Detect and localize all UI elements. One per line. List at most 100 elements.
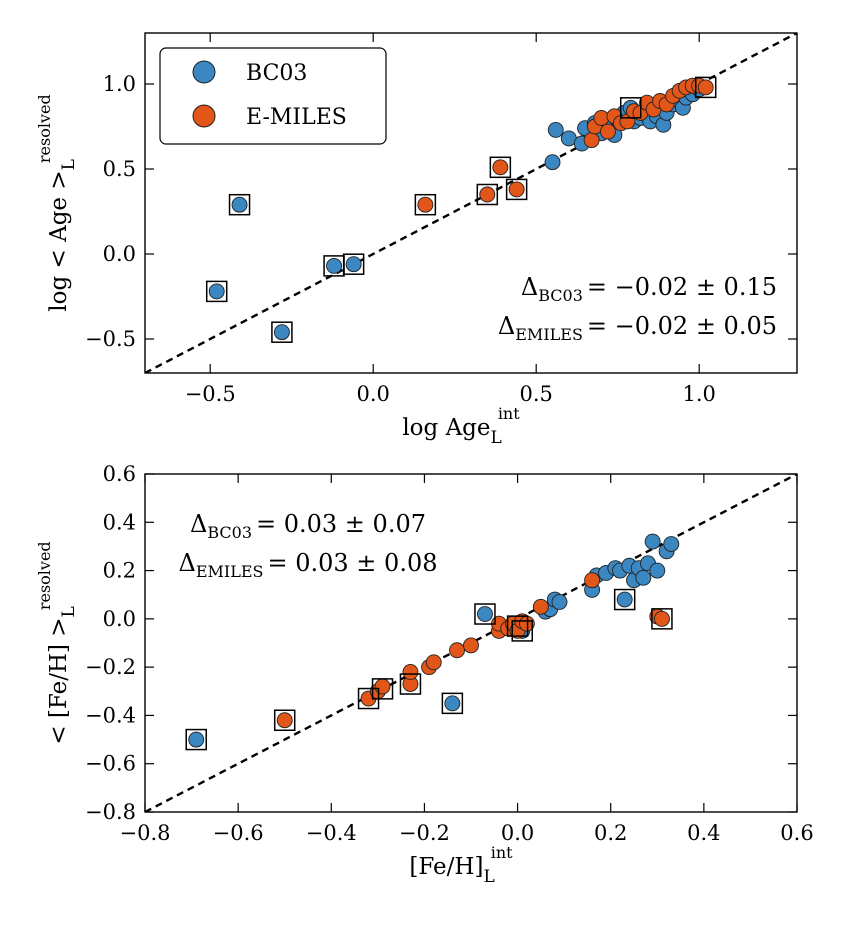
age-bc03-point	[208, 283, 225, 300]
feh-emiles-point	[402, 664, 419, 680]
age-emiles-point	[479, 186, 496, 203]
age-stat-bc03: ΔBC03 = −0.02 ± 0.15	[521, 273, 777, 305]
feh-x-tick-label: 0.2	[594, 821, 627, 845]
age-bc03-point	[326, 257, 343, 274]
feh-emiles-point	[463, 637, 479, 654]
age-x-axis-label-main: log Age	[402, 415, 490, 441]
feh-axes-frame	[144, 473, 798, 813]
feh-stat-value: = 0.03 ± 0.08	[268, 549, 438, 577]
age-bc03-box-marker	[271, 321, 293, 343]
feh-bc03-point	[644, 533, 661, 550]
feh-bc03-point	[649, 562, 666, 579]
age-legend: BC03 E-MILES	[159, 47, 387, 145]
age-y-tick-label: 0.5	[103, 157, 136, 181]
age-bc03-point	[273, 324, 290, 341]
age-emiles-box-marker	[505, 178, 528, 201]
feh-x-tick-label: −0.8	[120, 821, 171, 845]
feh-y-tick-label: −0.2	[85, 655, 136, 679]
feh-y-tick-label: −0.4	[85, 703, 136, 727]
feh-x-tick-label: −0.6	[213, 821, 264, 845]
feh-emiles-point	[532, 598, 549, 615]
feh-bc03-box-marker	[185, 728, 207, 751]
age-x-axis-label-sub: L	[491, 428, 502, 448]
age-x-tick-label: −0.5	[185, 382, 236, 406]
age-stat-value: = −0.02 ± 0.05	[587, 312, 777, 340]
age-x-tick-label: 0.0	[356, 382, 389, 406]
feh-y-tick-label: 0.6	[103, 462, 136, 486]
age-stat-model: EMILES	[515, 325, 583, 344]
feh-x-tick-label: 0.4	[687, 821, 720, 845]
age-bc03-point	[544, 154, 561, 171]
feh-y-tick-label: 0.2	[103, 559, 136, 583]
feh-bc03-box-marker	[474, 603, 496, 625]
feh-y-tick-label: −0.6	[85, 752, 136, 776]
age-emiles-point	[417, 196, 434, 213]
feh-one-to-one-line	[145, 474, 797, 812]
age-emiles-point	[599, 123, 616, 140]
feh-emiles-box-marker	[399, 673, 422, 695]
feh-bc03-point	[444, 695, 461, 712]
age-x-tick-label: 1.0	[682, 382, 715, 406]
feh-y-tick-label: −0.8	[85, 800, 136, 824]
feh-bc03-point	[477, 606, 493, 622]
age-bc03-point	[345, 256, 362, 273]
age-y-axis-label: log < Age >Lresolved	[35, 94, 79, 311]
feh-bc03-box-marker	[506, 615, 529, 637]
feh-emiles-box-marker	[371, 678, 394, 700]
age-axes-frame	[144, 32, 798, 374]
feh-emiles-box-marker	[273, 709, 296, 732]
age-legend-marker-emiles	[192, 104, 216, 128]
feh-stat-emiles: ΔEMILES = 0.03 ± 0.08	[179, 549, 438, 581]
feh-bc03-point	[635, 569, 652, 586]
feh-stat-model: BC03	[207, 523, 252, 542]
feh-stat-value: = 0.03 ± 0.07	[256, 510, 426, 538]
feh-stat-delta: Δ	[190, 510, 207, 538]
age-emiles-point	[508, 181, 525, 198]
age-emiles-box-marker	[489, 156, 512, 179]
age-y-axis-label-main: log < Age >	[46, 170, 72, 311]
age-stat-model: BC03	[538, 286, 583, 305]
feh-y-tick-label: 0.0	[103, 607, 136, 631]
age-emiles-point	[697, 79, 714, 96]
age-y-axis-label-sub: L	[59, 159, 79, 170]
age-bc03-box-marker	[619, 97, 642, 119]
age-bc03-box-marker	[205, 280, 228, 303]
age-y-tick-label: 1.0	[103, 72, 136, 96]
age-emiles-point	[593, 110, 610, 126]
age-legend-marker-bc03	[192, 60, 216, 84]
feh-x-tick-label: 0.6	[780, 821, 813, 845]
age-y-tick-label: 0.0	[103, 242, 136, 266]
feh-y-axis-label-sub: L	[59, 606, 79, 617]
feh-y-tick-label: 0.4	[103, 510, 136, 534]
age-x-tick-label: 0.5	[519, 382, 552, 406]
feh-stat-model: EMILES	[196, 562, 264, 581]
age-y-tick-label: −0.5	[85, 327, 136, 351]
age-legend-label-bc03: BC03	[246, 61, 307, 86]
feh-emiles-point	[276, 712, 293, 729]
age-stat-emiles: ΔEMILES = −0.02 ± 0.05	[498, 312, 777, 344]
age-emiles-point	[583, 132, 600, 149]
feh-stat-bc03: ΔBC03 = 0.03 ± 0.07	[190, 510, 426, 542]
age-legend-label-emiles: E-MILES	[246, 105, 347, 130]
age-emiles-box-marker	[476, 183, 499, 206]
feh-x-tick-label: −0.2	[399, 821, 450, 845]
feh-bc03-box-marker	[613, 588, 636, 611]
feh-bc03-box-marker	[511, 620, 533, 642]
feh-x-axis-label-sup: int	[491, 843, 513, 862]
feh-y-axis-label: < [Fe/H] >Lresolved	[35, 541, 79, 744]
feh-bc03-point	[188, 731, 205, 748]
feh-x-axis-label-sub: L	[483, 867, 494, 887]
age-bc03-box-marker	[342, 253, 365, 275]
age-emiles-point	[492, 159, 509, 176]
feh-y-axis-label-sup: resolved	[35, 541, 54, 610]
feh-emiles-box-marker	[651, 608, 673, 630]
feh-y-axis-label-main: < [Fe/H] >	[46, 617, 72, 744]
feh-scatter-panel: −0.8 −0.6 −0.4 −0.2 0.0 0.2 0.4 0.6 −0.8 −0.6 −0.4…	[35, 462, 814, 887]
feh-bc03-box-marker	[441, 692, 464, 715]
feh-bc03-point	[551, 594, 568, 610]
age-bc03-box-marker	[228, 193, 251, 216]
age-stat-delta: Δ	[521, 273, 538, 301]
feh-bc03-point	[616, 591, 633, 608]
age-stat-delta: Δ	[498, 312, 515, 340]
